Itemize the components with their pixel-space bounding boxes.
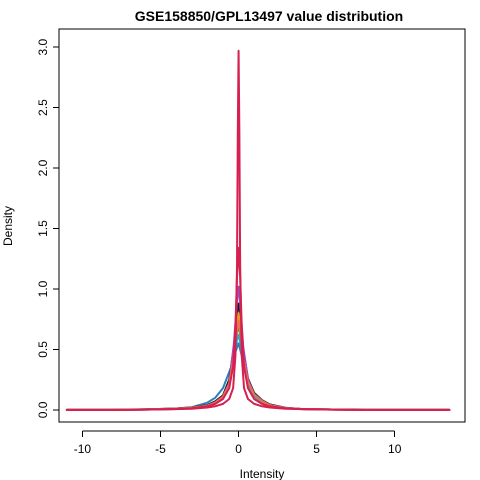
y-tick-label: 1.5 (36, 220, 50, 237)
x-tick-label: -5 (155, 442, 166, 456)
y-tick-label: 0.5 (36, 341, 50, 358)
density-series-line-9 (65, 246, 451, 411)
density-series-line-2 (65, 302, 451, 411)
y-tick-label: 2.0 (36, 159, 50, 176)
x-tick-label: 5 (313, 442, 320, 456)
x-tick-label: -10 (74, 442, 92, 456)
density-series-line-5 (65, 285, 451, 411)
y-axis: 0.0 0.5 1.0 1.5 2.0 2.5 3.0 (36, 38, 60, 418)
x-axis-label: Intensity (240, 467, 285, 480)
series-layer (65, 49, 451, 411)
plot-frame (58, 28, 466, 423)
x-tick-label: 0 (235, 442, 242, 456)
y-tick-label: 1.0 (36, 280, 50, 297)
y-tick-label: 3.0 (36, 38, 50, 55)
density-series-line-8 (65, 49, 451, 411)
x-tick-label: 10 (388, 442, 402, 456)
chart-title: GSE158850/GPL13497 value distribution (135, 8, 403, 24)
y-tick-label: 0.0 (36, 401, 50, 418)
y-tick-label: 2.5 (36, 99, 50, 116)
x-axis: -10 -5 0 5 10 (74, 430, 402, 456)
y-axis-label: Density (1, 206, 15, 246)
